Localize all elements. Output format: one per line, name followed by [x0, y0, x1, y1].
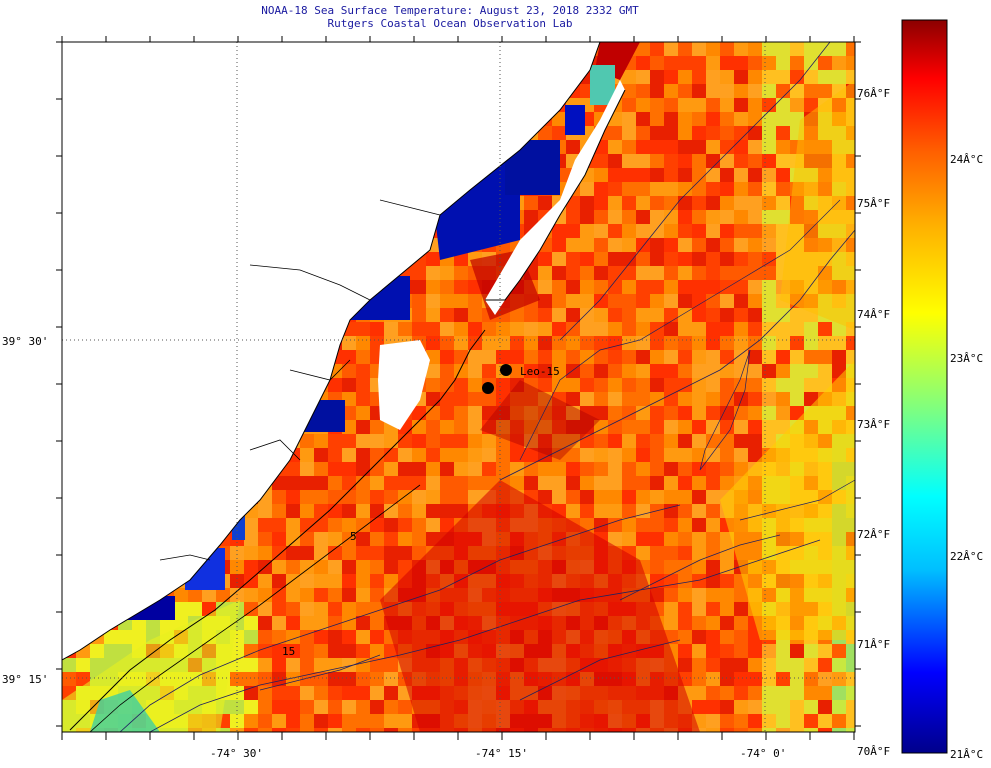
fahrenheit-label-75: 75Â°F [857, 197, 890, 210]
lon-label-74-30: -74° 30' [210, 747, 263, 760]
fahrenheit-label-74: 74Â°F [857, 308, 890, 321]
fahrenheit-label-73: 73Â°F [857, 418, 890, 431]
celsius-label-24: 24Â°C [950, 153, 983, 166]
land-area [62, 42, 600, 660]
station-marker-b [482, 382, 494, 394]
color-bar [901, 19, 948, 754]
contour-label-5: 5 [350, 530, 357, 543]
station-label: Leo-15 [520, 365, 560, 378]
axis-ticks [56, 36, 861, 740]
lat-label-39-15: 39° 15' [2, 673, 48, 686]
contour-label-15: 15 [282, 645, 295, 658]
fahrenheit-label-70: 70Â°F [857, 745, 890, 758]
celsius-label-22: 22Â°C [950, 550, 983, 563]
lat-label-39-30: 39° 30' [2, 335, 48, 348]
fahrenheit-label-72: 72Â°F [857, 528, 890, 541]
fahrenheit-label-71: 71Â°F [857, 638, 890, 651]
lon-label-74-0: -74° 0' [740, 747, 786, 760]
map-subtitle: Rutgers Coastal Ocean Observation Lab [327, 17, 573, 30]
lon-label-74-15: -74° 15' [475, 747, 528, 760]
graticule [62, 42, 855, 732]
station-marker-a [500, 364, 512, 376]
celsius-label-21: 21Â°C [950, 748, 983, 761]
fahrenheit-label-76: 76Â°F [857, 87, 890, 100]
celsius-label-23: 23Â°C [950, 352, 983, 365]
sst-regional-shading [62, 42, 855, 732]
map-title: NOAA-18 Sea Surface Temperature: August … [261, 4, 639, 17]
